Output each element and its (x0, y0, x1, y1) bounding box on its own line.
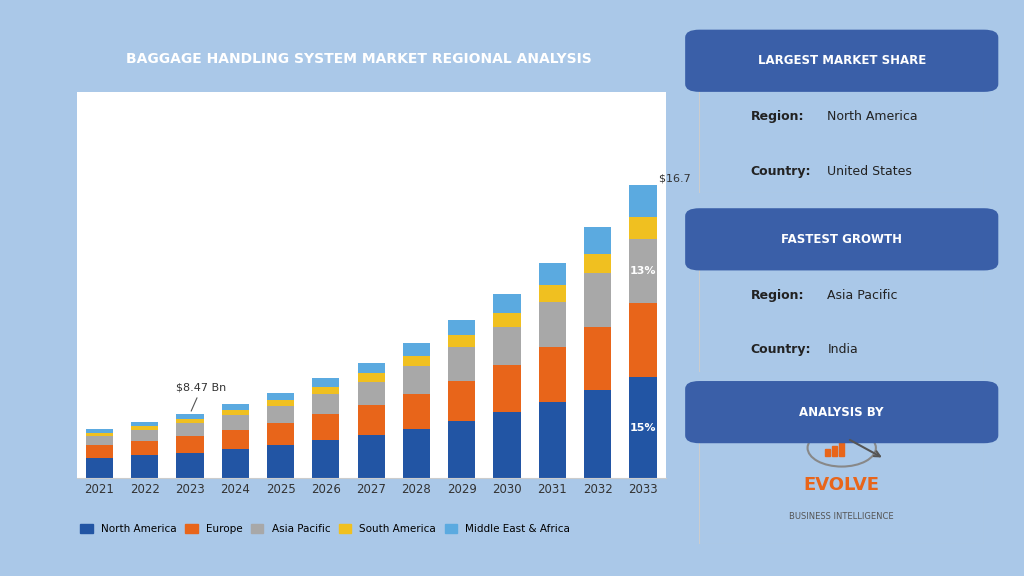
Bar (539, 403, 566, 478)
Bar (176, 419, 204, 423)
Bar (402, 429, 430, 478)
Bar (357, 363, 385, 373)
Legend: North America, Europe, Asia Pacific, South America, Middle East & Africa: North America, Europe, Asia Pacific, Sou… (76, 520, 574, 539)
Bar (494, 365, 520, 412)
Bar (630, 185, 656, 217)
Bar (312, 387, 340, 394)
Bar (539, 285, 566, 301)
Text: United States: United States (827, 165, 912, 177)
FancyBboxPatch shape (685, 29, 998, 92)
Bar (584, 227, 611, 253)
Text: Asia Pacific: Asia Pacific (827, 289, 898, 302)
Bar (131, 422, 159, 426)
Bar (86, 429, 113, 433)
Bar (86, 458, 113, 478)
Text: North America: North America (827, 110, 919, 123)
FancyBboxPatch shape (685, 6, 999, 570)
Bar (449, 320, 475, 335)
Bar (176, 435, 204, 453)
Text: EVOLVE: EVOLVE (804, 476, 880, 494)
Bar (86, 436, 113, 445)
Text: 13%: 13% (630, 266, 656, 276)
Bar (494, 294, 520, 313)
Bar (494, 327, 520, 365)
Bar (222, 404, 249, 410)
Bar (312, 378, 340, 387)
Bar (584, 272, 611, 327)
Text: Country:: Country: (751, 165, 811, 177)
Bar (267, 423, 294, 445)
Bar (357, 435, 385, 478)
Bar (824, 449, 829, 456)
Bar (402, 343, 430, 356)
FancyBboxPatch shape (685, 209, 998, 271)
Bar (312, 414, 340, 441)
Text: BUSINESS INTELLIGENCE: BUSINESS INTELLIGENCE (790, 512, 894, 521)
Bar (584, 327, 611, 391)
Bar (449, 381, 475, 421)
Text: LARGEST MARKET SHARE: LARGEST MARKET SHARE (758, 54, 926, 67)
Bar (357, 373, 385, 382)
Text: FASTEST GROWTH: FASTEST GROWTH (781, 233, 902, 246)
Text: ANALYSIS BY: ANALYSIS BY (800, 406, 884, 419)
Text: 15%: 15% (630, 423, 656, 433)
Bar (831, 446, 837, 456)
Text: Country:: Country: (751, 343, 811, 356)
Bar (539, 301, 566, 347)
Text: $8.47 Bn: $8.47 Bn (176, 382, 226, 411)
Bar (312, 441, 340, 478)
Bar (131, 430, 159, 441)
Bar (584, 253, 611, 272)
Bar (494, 412, 520, 478)
Text: $16.78 Bn: $16.78 Bn (658, 173, 716, 183)
Text: Region:: Region: (751, 289, 804, 302)
Text: Region:: Region: (751, 110, 804, 123)
Bar (630, 303, 656, 377)
Bar (449, 347, 475, 381)
Text: India: India (827, 343, 858, 356)
Bar (176, 414, 204, 419)
Bar (630, 240, 656, 303)
Bar (176, 423, 204, 435)
Bar (357, 406, 385, 435)
Bar (357, 382, 385, 406)
Bar (176, 453, 204, 478)
FancyBboxPatch shape (685, 381, 998, 444)
Bar (86, 433, 113, 436)
Bar (584, 391, 611, 478)
Bar (267, 393, 294, 400)
FancyBboxPatch shape (17, 6, 694, 570)
Bar (449, 421, 475, 478)
Bar (630, 377, 656, 478)
Bar (839, 442, 844, 456)
Bar (222, 430, 249, 449)
Bar (539, 347, 566, 403)
Bar (131, 455, 159, 478)
Bar (222, 410, 249, 415)
Bar (131, 441, 159, 455)
Bar (267, 406, 294, 423)
Bar (222, 449, 249, 478)
Bar (267, 445, 294, 478)
Bar (402, 366, 430, 394)
Bar (131, 426, 159, 430)
Text: BAGGAGE HANDLING SYSTEM MARKET REGIONAL ANALYSIS: BAGGAGE HANDLING SYSTEM MARKET REGIONAL … (126, 52, 591, 66)
Bar (267, 400, 294, 406)
Bar (402, 394, 430, 429)
Bar (86, 445, 113, 458)
Bar (402, 356, 430, 366)
Bar (630, 217, 656, 240)
Bar (539, 263, 566, 285)
Bar (312, 394, 340, 414)
Bar (222, 415, 249, 430)
Bar (449, 335, 475, 347)
Bar (494, 313, 520, 327)
